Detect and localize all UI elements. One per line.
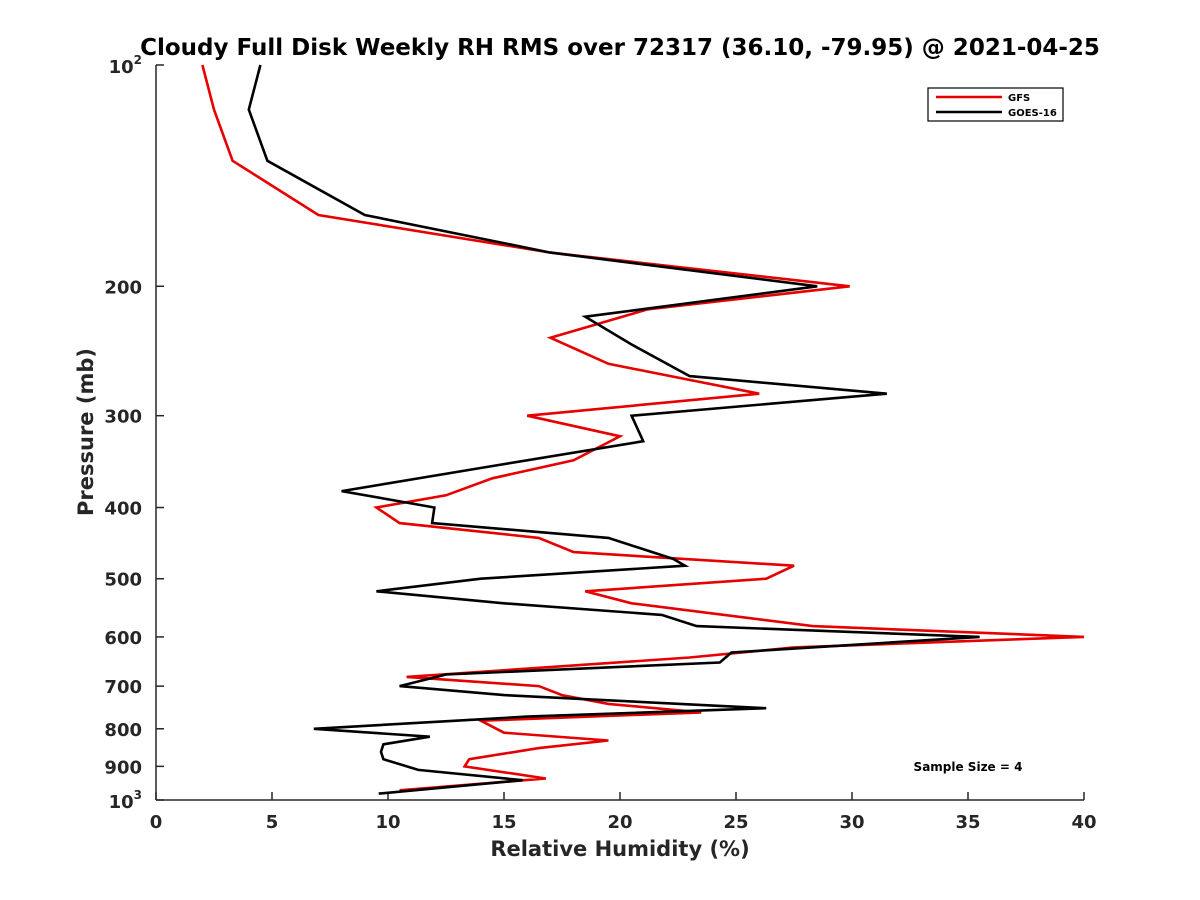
y-tick-base: 10 <box>109 792 134 813</box>
series-line <box>201 64 1085 792</box>
series-gfs <box>201 64 1085 792</box>
legend-label: GFS <box>1008 93 1030 104</box>
x-tick-label: 15 <box>491 812 516 833</box>
y-axis-label: Pressure (mb) <box>74 348 98 516</box>
legend-label: GOES-16 <box>1008 108 1057 119</box>
y-tick-label: 400 <box>104 499 142 520</box>
x-tick-label: 25 <box>723 812 748 833</box>
y-tick-base: 10 <box>109 57 134 78</box>
x-axis-label: Relative Humidity (%) <box>490 837 749 861</box>
y-tick-label: 300 <box>104 407 142 428</box>
series-goes-16 <box>247 64 980 795</box>
y-tick-label: 103 <box>109 788 142 813</box>
x-tick-label: 35 <box>955 812 980 833</box>
x-tick-label: 30 <box>839 812 864 833</box>
y-tick-label: 102 <box>109 53 142 78</box>
series-line <box>247 64 980 795</box>
y-tick-label: 200 <box>104 277 142 298</box>
y-tick-exponent: 2 <box>134 53 142 67</box>
x-tick-label: 20 <box>607 812 632 833</box>
legend-box <box>927 87 1064 122</box>
legend: GFS GOES-16 <box>927 87 1064 122</box>
series-layer <box>201 64 1085 795</box>
x-tick-label: 40 <box>1071 812 1096 833</box>
y-tick-exponent: 3 <box>134 788 142 802</box>
y-tick-label: 700 <box>104 677 142 698</box>
x-tick-label: 0 <box>150 812 163 833</box>
y-tick-label: 900 <box>104 757 142 778</box>
x-axis-ticks: 0 5 10 15 20 25 30 35 40 <box>150 792 1097 833</box>
x-tick-label: 10 <box>375 812 400 833</box>
y-tick-label: 500 <box>104 570 142 591</box>
sample-size-annotation: Sample Size = 4 <box>914 760 1023 774</box>
x-tick-label: 5 <box>266 812 279 833</box>
chart-title: Cloudy Full Disk Weekly RH RMS over 7231… <box>140 35 1100 61</box>
y-tick-label: 600 <box>104 628 142 649</box>
y-tick-label: 800 <box>104 720 142 741</box>
